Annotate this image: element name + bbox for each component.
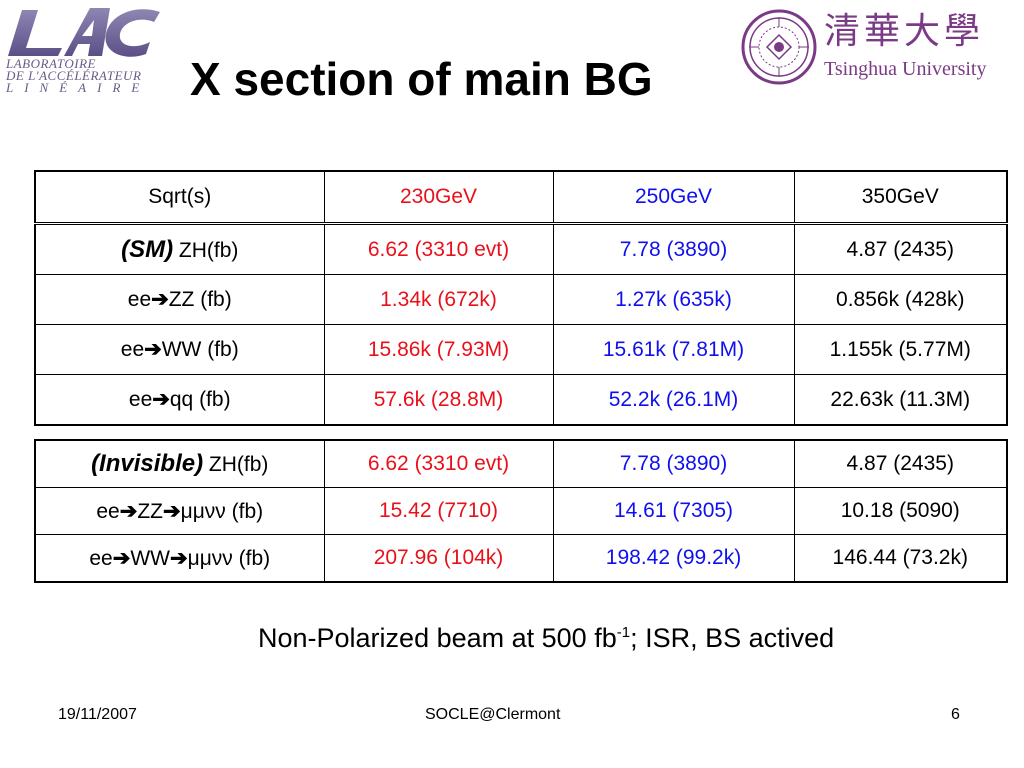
cell-250gev: 1.27k (635k): [552, 274, 795, 325]
arrow-icon: ➔: [162, 499, 181, 523]
row-label: ee➔WW (fb): [34, 324, 325, 375]
row-label-text: qq (fb): [169, 388, 231, 411]
row-label-prefix: ee: [89, 546, 113, 570]
row-label: ee➔ZZ (fb): [34, 274, 325, 325]
cell-350gev: 0.856k (428k): [793, 274, 1008, 325]
cell-350gev: 10.18 (5090): [793, 487, 1008, 535]
lal-line-1: LABORATOIRE: [6, 56, 96, 71]
cell-230gev: 15.86k (7.93M): [323, 324, 554, 375]
lal-line-3: LINÉAIRE: [6, 80, 151, 95]
tsinghua-seal-icon: [741, 9, 817, 85]
table-row: (Invisible) ZH(fb) 6.62 (3310 evt) 7.78 …: [34, 439, 1008, 488]
row-label-prefix: ee: [127, 288, 152, 311]
header-230gev: 230GeV: [323, 170, 554, 224]
row-label-middle: WW: [130, 546, 170, 570]
row-label: (SM) ZH(fb): [34, 223, 325, 275]
row-label-prefix: ee: [96, 499, 120, 523]
cell-230gev: 6.62 (3310 evt): [323, 439, 554, 488]
table-header-row: Sqrt(s) 230GeV 250GeV 350GeV: [34, 170, 1008, 224]
cell-250gev: 7.78 (3890): [552, 439, 795, 488]
cell-230gev: 15.42 (7710): [323, 487, 554, 535]
cell-350gev: 4.87 (2435): [793, 439, 1008, 488]
lal-logo-text: LABORATOIRE DE L'ACCÉLÉRATEUR LINÉAIRE: [6, 56, 156, 95]
header-sqrt-s: Sqrt(s): [34, 170, 325, 224]
row-label-text: WW (fb): [161, 338, 239, 361]
cell-350gev: 4.87 (2435): [793, 223, 1008, 275]
slide-title: X section of main BG: [190, 53, 653, 105]
tsinghua-english-name: Tsinghua University: [824, 58, 987, 80]
cell-250gev: 14.61 (7305): [552, 487, 795, 535]
table-row: ee➔ZZ (fb) 1.34k (672k) 1.27k (635k) 0.8…: [34, 274, 1008, 325]
row-label-text: ZH(fb): [203, 453, 269, 476]
note-text-before: Non-Polarized beam at 500 fb: [258, 623, 617, 653]
table-row: ee➔WW (fb) 15.86k (7.93M) 15.61k (7.81M)…: [34, 324, 1008, 375]
note-superscript: -1: [616, 624, 631, 641]
row-label-text: ZZ (fb): [168, 288, 232, 311]
invisible-cross-section-table: (Invisible) ZH(fb) 6.62 (3310 evt) 7.78 …: [34, 439, 1008, 583]
row-label-emphasis: (SM): [121, 235, 174, 263]
arrow-icon: ➔: [119, 499, 138, 523]
row-label-text: ZH(fb): [173, 238, 239, 262]
table-row: ee➔qq (fb) 57.6k (28.8M) 52.2k (26.1M) 2…: [34, 374, 1008, 426]
lal-logo-icon: [8, 8, 160, 57]
row-label-middle: ZZ: [137, 499, 163, 523]
footer-center-text: SOCLE@Clermont: [425, 706, 561, 723]
cell-250gev: 52.2k (26.1M): [552, 374, 795, 426]
arrow-icon: ➔: [152, 388, 170, 411]
cell-230gev: 6.62 (3310 evt): [323, 223, 554, 275]
cell-250gev: 198.42 (99.2k): [552, 534, 795, 583]
cell-350gev: 146.44 (73.2k): [793, 534, 1008, 583]
row-label: ee➔ZZ➔μμνν (fb): [34, 487, 325, 535]
table-row: (SM) ZH(fb) 6.62 (3310 evt) 7.78 (3890) …: [34, 223, 1008, 275]
cell-350gev: 1.155k (5.77M): [793, 324, 1008, 375]
arrow-icon: ➔: [144, 338, 162, 361]
table-row: ee➔ZZ➔μμνν (fb) 15.42 (7710) 14.61 (7305…: [34, 487, 1008, 535]
header-350gev: 350GeV: [793, 170, 1008, 224]
slide-number: 6: [951, 706, 960, 723]
header-250gev: 250GeV: [552, 170, 795, 224]
row-label-text: μμνν (fb): [187, 546, 271, 570]
sm-cross-section-table: Sqrt(s) 230GeV 250GeV 350GeV (SM) ZH(fb)…: [34, 170, 1008, 426]
cell-230gev: 207.96 (104k): [323, 534, 554, 583]
note-text-after: ; ISR, BS actived: [630, 623, 835, 653]
arrow-icon: ➔: [151, 288, 169, 311]
row-label-text: μμνν (fb): [180, 499, 264, 523]
cell-230gev: 57.6k (28.8M): [323, 374, 554, 426]
table-row: ee➔WW➔μμνν (fb) 207.96 (104k) 198.42 (99…: [34, 534, 1008, 583]
row-label: (Invisible) ZH(fb): [34, 439, 325, 488]
cell-350gev: 22.63k (11.3M): [793, 374, 1008, 426]
cell-250gev: 7.78 (3890): [552, 223, 795, 275]
lal-line-2: DE L'ACCÉLÉRATEUR: [6, 68, 142, 83]
arrow-icon: ➔: [112, 546, 131, 570]
row-label-prefix: ee: [128, 388, 153, 411]
row-label: ee➔qq (fb): [34, 374, 325, 426]
tsinghua-chinese-name: 清華大學: [824, 11, 985, 52]
cell-230gev: 1.34k (672k): [323, 274, 554, 325]
row-label-emphasis: (Invisible): [91, 450, 204, 477]
arrow-icon: ➔: [169, 546, 188, 570]
row-label-prefix: ee: [120, 338, 145, 361]
row-label: ee➔WW➔μμνν (fb): [34, 534, 325, 583]
cell-250gev: 15.61k (7.81M): [552, 324, 795, 375]
footer-date: 19/11/2007: [58, 706, 137, 723]
beam-note: Non-Polarized beam at 500 fb-1; ISR, BS …: [258, 623, 834, 654]
